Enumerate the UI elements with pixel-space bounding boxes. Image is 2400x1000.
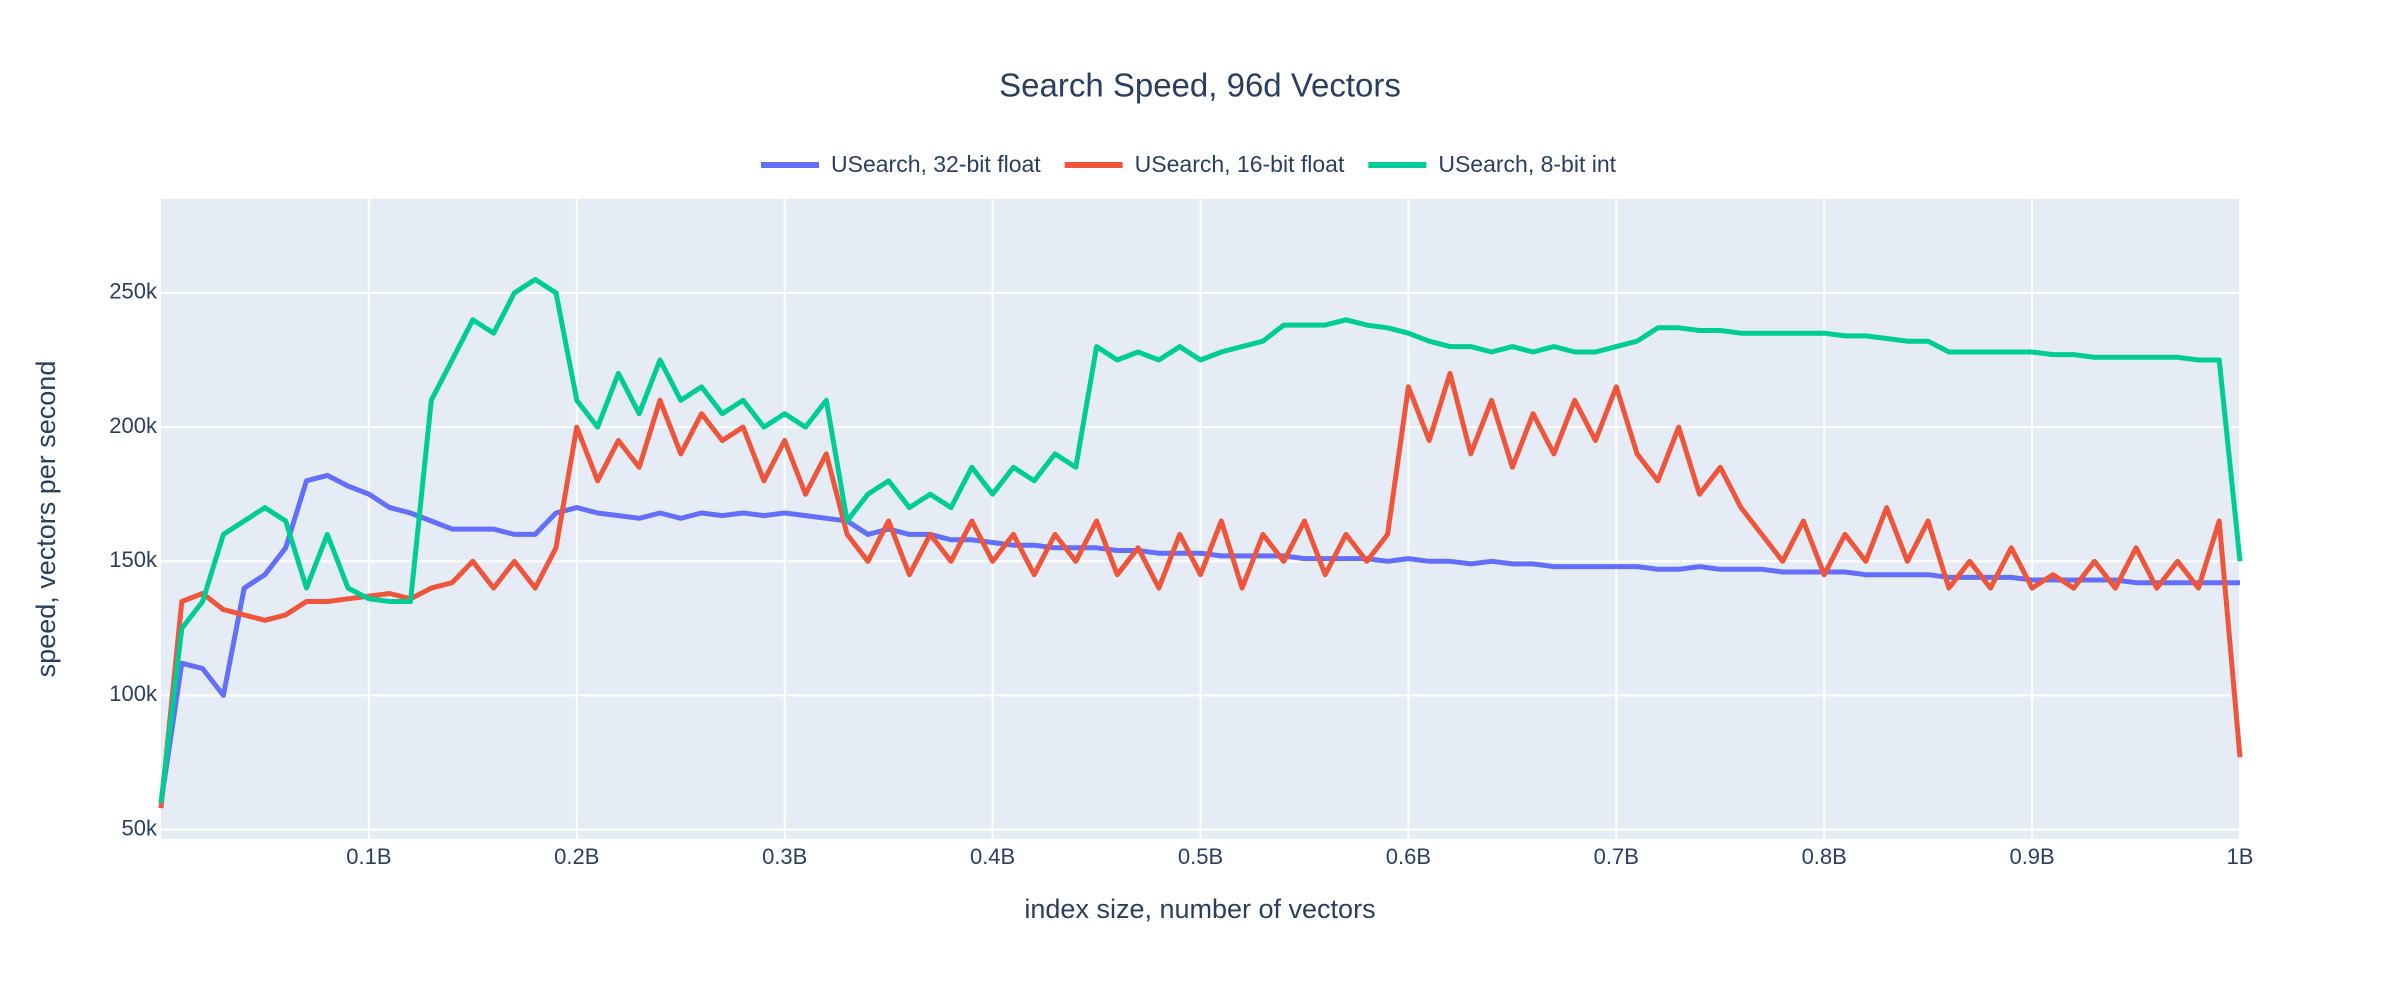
x-tick-label: 0.6B [1386,844,1431,869]
x-tick-label: 0.1B [346,844,391,869]
y-tick-label: 50k [122,815,158,840]
legend-label: USearch, 32-bit float [831,151,1041,177]
x-tick-label: 0.8B [1802,844,1847,869]
series-line [158,370,2243,809]
y-tick-label: 150k [109,547,158,572]
y-tick-label: 200k [109,413,158,438]
x-axis-title: index size, number of vectors [1024,894,1375,924]
chart-title: Search Speed, 96d Vectors [999,67,1401,104]
x-tick-label: 0.3B [762,844,807,869]
y-axis-title: speed, vectors per second [31,361,61,678]
x-tick-label: 1B [2227,844,2254,869]
x-tick-label: 0.5B [1178,844,1223,869]
legend-label: USearch, 16-bit float [1135,151,1345,177]
x-tick-label: 0.4B [970,844,1015,869]
legend-label: USearch, 8-bit int [1438,151,1616,177]
y-tick-label: 250k [109,279,158,304]
series-line [158,472,2240,804]
lines [158,277,2243,809]
x-tick-label: 0.2B [554,844,599,869]
series-line [158,277,2243,804]
y-tick-label: 100k [109,681,158,706]
x-tick-label: 0.9B [2009,844,2054,869]
x-tick-label: 0.7B [1594,844,1639,869]
grid [161,199,2241,839]
legend: USearch, 32-bit float USearch, 16-bit flo… [761,151,1617,177]
